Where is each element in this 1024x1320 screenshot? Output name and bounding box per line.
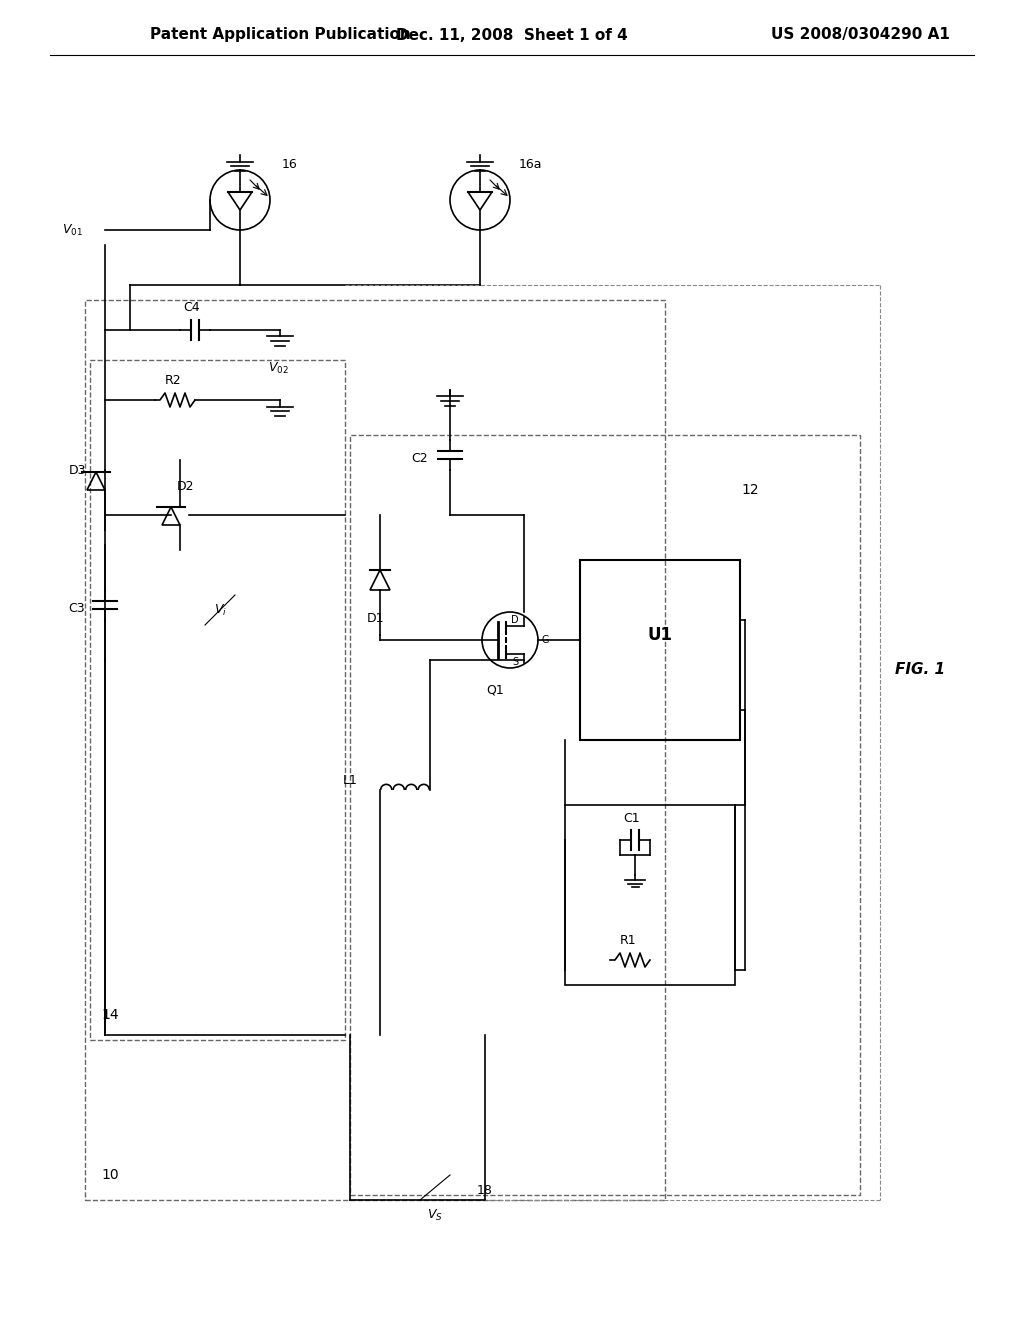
Text: C1: C1 [624, 812, 640, 825]
Text: D3: D3 [69, 463, 86, 477]
Text: C2: C2 [412, 451, 428, 465]
Text: Patent Application Publication: Patent Application Publication [150, 28, 411, 42]
Text: 12: 12 [741, 483, 759, 498]
Text: 10: 10 [101, 1168, 119, 1181]
Text: C3: C3 [69, 602, 85, 615]
Text: 16: 16 [283, 158, 298, 172]
Text: D2: D2 [176, 480, 194, 494]
Text: R2: R2 [165, 374, 181, 387]
Text: R1: R1 [620, 933, 636, 946]
Text: D1: D1 [367, 611, 384, 624]
Text: $V_i$: $V_i$ [214, 602, 226, 618]
Bar [90, 360, 345, 1040]
Text: L1: L1 [343, 774, 357, 787]
Text: $V_S$: $V_S$ [427, 1208, 443, 1222]
Text: $V_{02}$: $V_{02}$ [267, 360, 289, 376]
Text: 16a: 16a [518, 158, 542, 172]
Text: U1: U1 [647, 626, 673, 644]
Text: US 2008/0304290 A1: US 2008/0304290 A1 [771, 28, 950, 42]
Bar [85, 300, 665, 1200]
Text: $V_{01}$: $V_{01}$ [61, 223, 82, 238]
Text: Q1: Q1 [486, 684, 504, 697]
Text: Dec. 11, 2008  Sheet 1 of 4: Dec. 11, 2008 Sheet 1 of 4 [396, 28, 628, 42]
Bar [565, 805, 735, 985]
Text: FIG. 1: FIG. 1 [895, 663, 945, 677]
Text: D: D [511, 615, 519, 624]
Bar [580, 560, 740, 741]
Bar [350, 436, 860, 1195]
Text: G: G [542, 635, 549, 645]
Text: S: S [512, 657, 518, 667]
Text: 14: 14 [101, 1008, 119, 1022]
Text: C4: C4 [183, 301, 201, 314]
Text: 18: 18 [477, 1184, 493, 1196]
